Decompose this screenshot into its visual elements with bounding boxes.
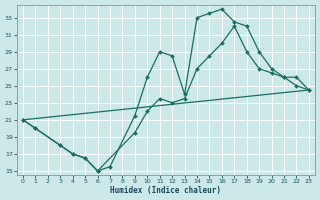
X-axis label: Humidex (Indice chaleur): Humidex (Indice chaleur) bbox=[110, 186, 221, 195]
